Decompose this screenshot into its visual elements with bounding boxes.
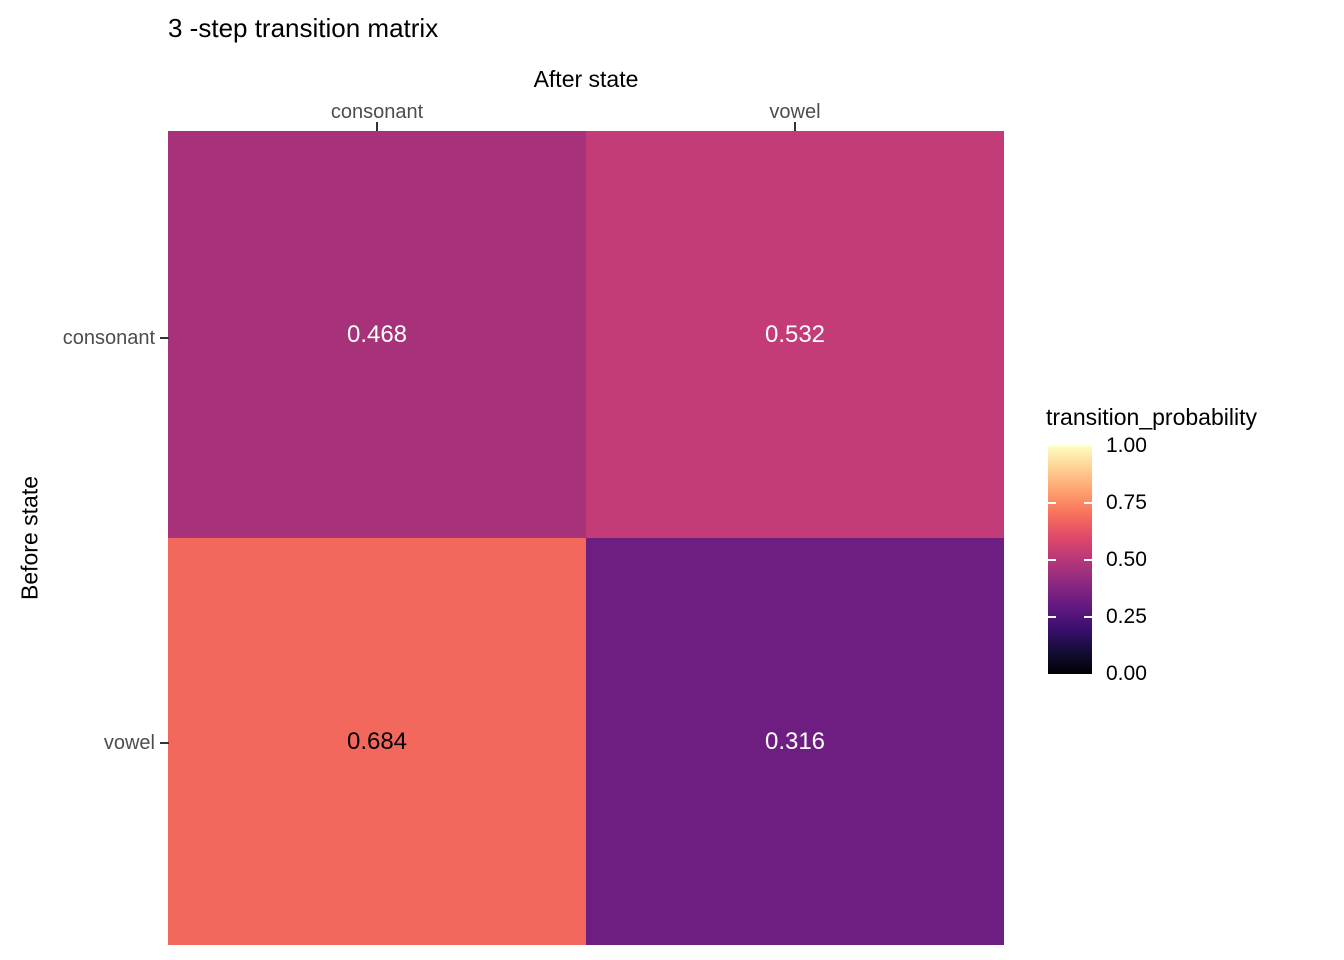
- x-tick-mark-vowel: [794, 122, 796, 131]
- x-tick-mark-consonant: [376, 122, 378, 131]
- legend-tick-label-0.00: 0.00: [1106, 662, 1147, 685]
- legend-colorbar: [1048, 446, 1092, 674]
- heatmap-cell-consonant-consonant: 0.468: [168, 131, 586, 538]
- heatmap-cell-vowel-consonant: 0.684: [168, 538, 586, 945]
- legend-tick-label-0.50: 0.50: [1106, 548, 1147, 571]
- legend-tick-dash: [1048, 616, 1056, 618]
- x-tick-label-consonant: consonant: [330, 101, 424, 123]
- y-tick-label-vowel: vowel: [103, 732, 155, 754]
- legend-tick-label-1.00: 1.00: [1106, 434, 1147, 457]
- heatmap-panel: 0.468 0.532 0.684 0.316: [168, 131, 1004, 945]
- x-tick-label-vowel: vowel: [769, 101, 821, 123]
- legend-tick-dash: [1084, 616, 1092, 618]
- heatmap-cell-consonant-vowel: 0.532: [586, 131, 1004, 538]
- cell-value-label: 0.468: [346, 320, 408, 348]
- y-axis-title: Before state: [16, 475, 43, 601]
- legend-tick-dash: [1084, 559, 1092, 561]
- chart-title: 3 -step transition matrix: [168, 13, 439, 43]
- y-tick-mark-vowel: [160, 742, 169, 744]
- legend-tick-dash: [1084, 502, 1092, 504]
- legend-tick-label-0.75: 0.75: [1106, 491, 1147, 514]
- x-axis-title: After state: [533, 66, 639, 92]
- legend-tick-dash: [1048, 559, 1056, 561]
- y-tick-mark-consonant: [160, 337, 169, 339]
- legend-title: transition_probability: [1046, 404, 1257, 430]
- legend-tick-label-0.25: 0.25: [1106, 605, 1147, 628]
- cell-value-label: 0.532: [764, 320, 826, 348]
- cell-value-label: 0.316: [764, 727, 826, 755]
- y-tick-label-consonant: consonant: [62, 327, 155, 349]
- heatmap-cell-vowel-vowel: 0.316: [586, 538, 1004, 945]
- legend-tick-dash: [1048, 502, 1056, 504]
- cell-value-label: 0.684: [346, 727, 408, 755]
